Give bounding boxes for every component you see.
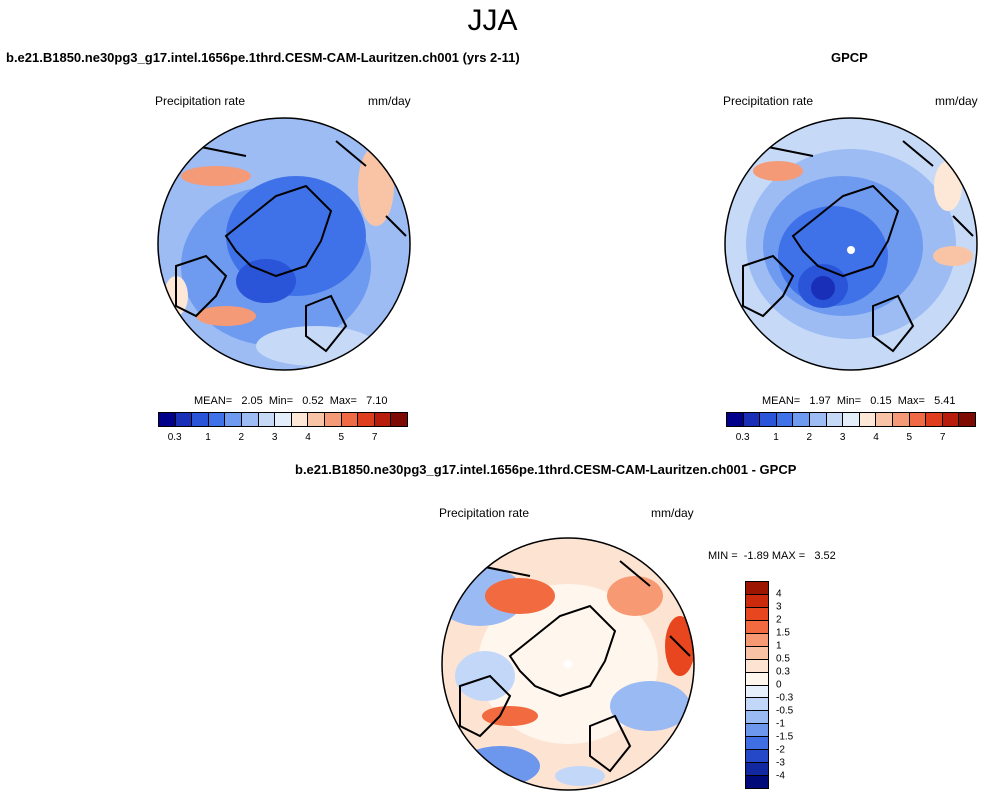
- diff-field-label: Precipitation rate: [439, 506, 530, 520]
- colorbar-swatch: [746, 685, 768, 699]
- obs-colorbar: [726, 412, 976, 427]
- colorbar-swatch: [909, 413, 927, 426]
- colorbar-swatch: [746, 646, 768, 660]
- diff-units-label: mm/day: [651, 506, 694, 520]
- colorbar-swatch: [746, 737, 768, 751]
- model-colorbar-ticks: 0.3 1 2 3 4 5 7: [158, 432, 408, 444]
- colorbar-swatch: [358, 413, 375, 426]
- diff-colorbar-ticks: 4 3 2 1.5 1 0.5 0.3 0 -0.3 -0.5 -1 -1.5 -2 -3 -4: [776, 581, 816, 789]
- model-panel-title: b.e21.B1850.ne30pg3_g17.intel.1656pe.1th…: [6, 50, 520, 65]
- colorbar-tick-label: 3: [839, 432, 846, 443]
- colorbar-swatch: [241, 413, 259, 426]
- colorbar-tick-label: 2: [776, 614, 782, 626]
- colorbar-tick-label: 7: [939, 432, 946, 443]
- colorbar-swatch: [776, 413, 794, 426]
- colorbar-tick-label: 0: [776, 679, 782, 691]
- obs-units-label: mm/day: [935, 94, 978, 108]
- colorbar-swatch: [225, 413, 242, 426]
- colorbar-swatch: [746, 776, 768, 788]
- model-units-label: mm/day: [368, 94, 411, 108]
- colorbar-swatch: [892, 413, 910, 426]
- colorbar-swatch: [192, 413, 209, 426]
- colorbar-tick-label: 4: [873, 432, 879, 443]
- colorbar-swatch: [760, 413, 777, 426]
- colorbar-swatch: [809, 413, 827, 426]
- colorbar-swatch: [746, 620, 768, 634]
- colorbar-tick-label: -3: [776, 757, 785, 769]
- colorbar-tick-label: -2: [776, 744, 785, 756]
- colorbar-swatch: [746, 763, 768, 777]
- obs-field-label: Precipitation rate: [723, 94, 814, 108]
- colorbar-swatch: [743, 413, 761, 426]
- colorbar-tick-label: 5: [906, 432, 913, 443]
- colorbar-tick-label: 3: [271, 432, 278, 443]
- model-colorbar: [158, 412, 408, 427]
- colorbar-tick-label: 1: [776, 640, 782, 652]
- colorbar-tick-label: 7: [371, 432, 378, 443]
- colorbar-swatch: [746, 698, 768, 712]
- colorbar-swatch: [727, 413, 744, 426]
- colorbar-swatch: [746, 711, 768, 725]
- colorbar-tick-label: -1.5: [776, 731, 794, 743]
- colorbar-swatch: [826, 413, 844, 426]
- season-title: JJA: [467, 4, 518, 37]
- colorbar-swatch: [746, 594, 768, 608]
- colorbar-tick-label: 2: [806, 432, 813, 443]
- colorbar-swatch: [308, 413, 325, 426]
- colorbar-swatch: [324, 413, 342, 426]
- diff-polar-map: [441, 537, 695, 791]
- colorbar-swatch: [341, 413, 359, 426]
- colorbar-tick-label: -0.3: [776, 692, 794, 704]
- obs-colorbar-ticks: 0.3 1 2 3 4 5 7: [726, 432, 976, 444]
- colorbar-swatch: [746, 633, 768, 647]
- colorbar-swatch: [843, 413, 860, 426]
- colorbar-swatch: [746, 672, 768, 686]
- colorbar-swatch: [258, 413, 276, 426]
- colorbar-swatch: [942, 413, 960, 426]
- obs-panel-title: GPCP: [831, 50, 868, 65]
- colorbar-tick-label: -4: [776, 770, 785, 782]
- colorbar-swatch: [208, 413, 226, 426]
- obs-stats: MEAN= 1.97 Min= 0.15 Max= 5.41: [762, 395, 956, 407]
- colorbar-tick-label: 1: [205, 432, 211, 443]
- colorbar-swatch: [159, 413, 176, 426]
- colorbar-swatch: [746, 607, 768, 621]
- obs-polar-map: [724, 117, 978, 371]
- colorbar-tick-label: 4: [305, 432, 311, 443]
- diff-panel-title: b.e21.B1850.ne30pg3_g17.intel.1656pe.1th…: [295, 462, 797, 477]
- colorbar-swatch: [391, 413, 407, 426]
- diff-colorbar: [745, 581, 769, 789]
- colorbar-swatch: [291, 413, 309, 426]
- colorbar-swatch: [746, 659, 768, 673]
- colorbar-tick-label: 0.5: [776, 653, 790, 665]
- colorbar-swatch: [859, 413, 877, 426]
- colorbar-tick-label: 4: [776, 588, 782, 600]
- colorbar-swatch: [926, 413, 943, 426]
- colorbar-tick-label: 0.3: [167, 432, 182, 443]
- colorbar-swatch: [374, 413, 392, 426]
- model-field-label: Precipitation rate: [155, 94, 246, 108]
- colorbar-tick-label: 0.3: [735, 432, 750, 443]
- diff-stats: MIN = -1.89 MAX = 3.52: [708, 550, 836, 562]
- colorbar-swatch: [746, 750, 768, 764]
- colorbar-swatch: [746, 724, 768, 738]
- colorbar-swatch: [876, 413, 893, 426]
- colorbar-swatch: [793, 413, 810, 426]
- colorbar-tick-label: 2: [238, 432, 245, 443]
- colorbar-swatch: [959, 413, 975, 426]
- colorbar-tick-label: 1.5: [776, 627, 790, 639]
- colorbar-tick-label: 0.3: [776, 666, 790, 678]
- model-stats: MEAN= 2.05 Min= 0.52 Max= 7.10: [194, 395, 388, 407]
- colorbar-swatch: [175, 413, 193, 426]
- colorbar-tick-label: 5: [338, 432, 345, 443]
- colorbar-tick-label: -0.5: [776, 705, 794, 717]
- colorbar-tick-label: 3: [776, 601, 782, 613]
- colorbar-tick-label: -1: [776, 718, 785, 730]
- colorbar-swatch: [275, 413, 292, 426]
- colorbar-swatch: [746, 582, 768, 595]
- colorbar-tick-label: 1: [773, 432, 779, 443]
- model-polar-map: [157, 117, 411, 371]
